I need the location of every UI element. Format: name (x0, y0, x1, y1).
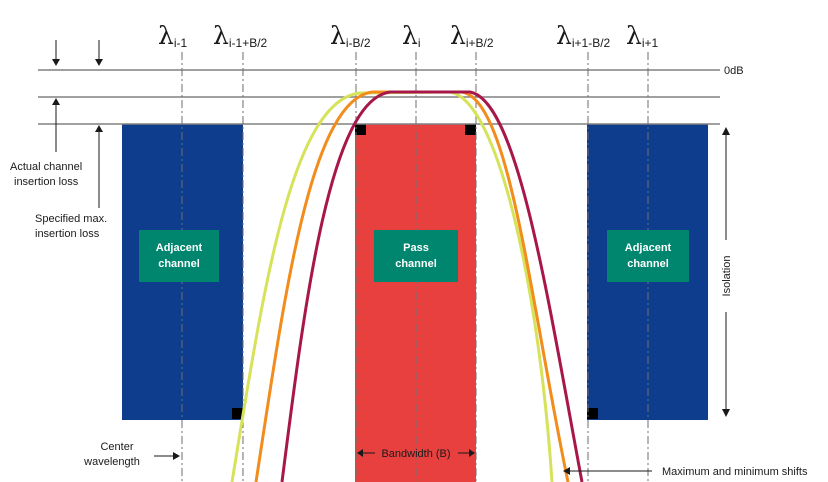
isolation-label: Isolation (721, 256, 733, 297)
adjacent-left-label-box (139, 230, 219, 282)
specified-loss-label-line1: Specified max. (35, 213, 107, 225)
wavelength-label: λi+1 (626, 21, 659, 50)
adjacent-left-label-line1: Adjacent (156, 242, 203, 254)
pass-label-line1: Pass (403, 242, 429, 254)
wavelength-labels: λi-1 λi-1+B/2 λi-B/2 λi λi+B/2 λi+1-B/2 … (158, 21, 659, 50)
center-wavelength-arrow (154, 452, 180, 460)
pass-label-line2: channel (395, 258, 437, 270)
shifts-label: Maximum and minimum shifts (662, 466, 808, 478)
wavelength-label: λi-B/2 (330, 21, 371, 50)
corner-marker (465, 124, 476, 135)
wavelength-label: λi+B/2 (450, 21, 494, 50)
bandwidth-arrow (357, 449, 475, 457)
center-wavelength-label-line2: wavelength (83, 456, 140, 468)
wavelength-label: λi+1-B/2 (556, 21, 611, 50)
curve-orange (254, 90, 570, 482)
zero-db-label: 0dB (724, 65, 744, 77)
adjacent-right-label-line1: Adjacent (625, 242, 672, 254)
adjacent-right-label-line2: channel (627, 258, 669, 270)
curve-maroon (280, 90, 584, 482)
center-wavelength-label-line1: Center (100, 441, 133, 453)
wavelength-label: λi (402, 21, 421, 50)
corner-marker (232, 408, 243, 419)
isolation-arrow (722, 127, 730, 417)
loss-indicator-arrows (52, 40, 103, 208)
actual-loss-label-line1: Actual channel (10, 161, 82, 173)
wavelength-label: λi-1 (158, 21, 188, 50)
specified-loss-label-line2: insertion loss (35, 228, 100, 240)
adjacent-right-label-box (607, 230, 689, 282)
pass-label-box (374, 230, 458, 282)
shifts-arrow (563, 467, 652, 475)
wavelength-label: λi-1+B/2 (213, 21, 268, 50)
adjacent-left-label-line2: channel (158, 258, 200, 270)
bandwidth-label: Bandwidth (B) (381, 448, 450, 460)
curve-yellow (230, 90, 554, 482)
corner-marker (587, 408, 598, 419)
corner-marker (355, 124, 366, 135)
actual-loss-label-line2: insertion loss (14, 176, 79, 188)
